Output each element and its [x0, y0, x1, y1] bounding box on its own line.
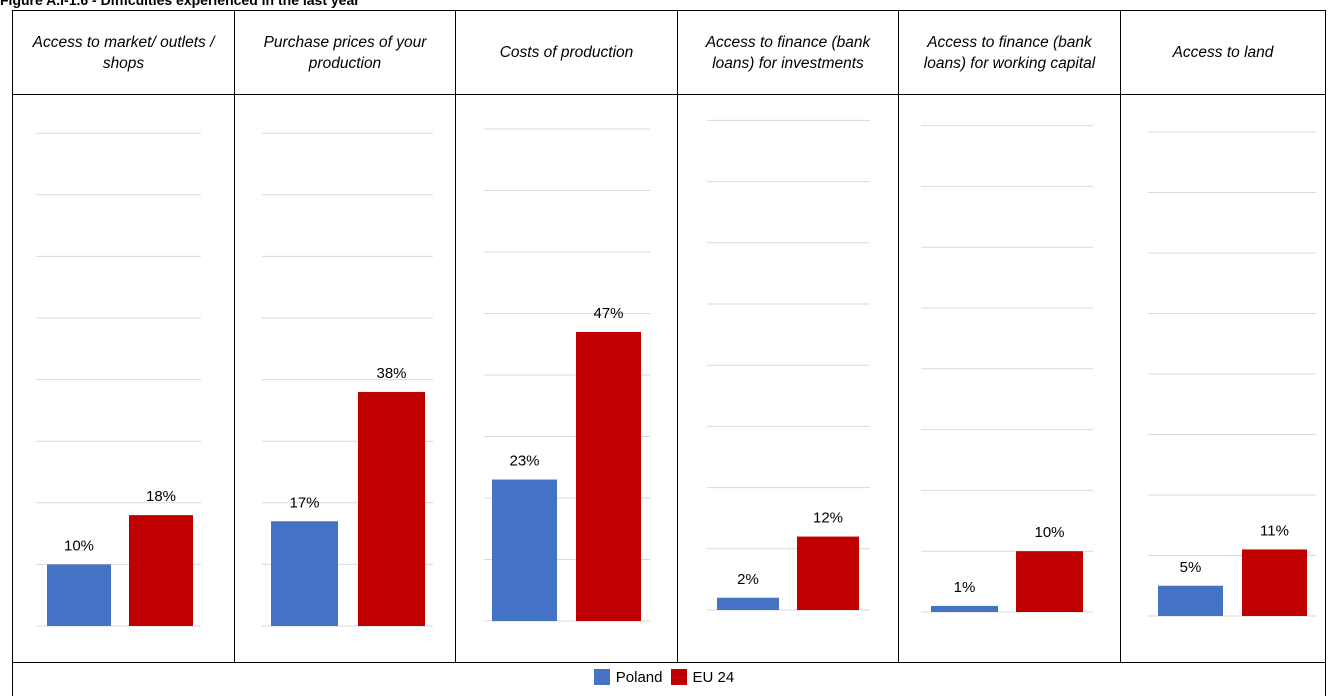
panel-header-finance-working-capital: Access to finance (bank loans) for worki… — [923, 33, 1096, 72]
data-label-poland: 2% — [737, 571, 759, 588]
data-label-poland: 5% — [1180, 559, 1202, 576]
legend-swatch-eu24 — [670, 669, 687, 685]
legend-swatch-poland — [593, 669, 610, 685]
panel-divider — [677, 10, 678, 662]
bar-eu24 — [797, 536, 859, 610]
legend-label-poland: Poland — [615, 668, 663, 686]
panel-header-finance-investments: Access to finance (bank loans) for inves… — [705, 33, 871, 72]
panel-divider — [898, 10, 899, 662]
bar-poland — [47, 564, 111, 626]
data-label-poland: 23% — [509, 453, 539, 470]
panel-divider — [234, 10, 235, 662]
panel-header-access-to-market: Access to market/ outlets / shops — [32, 33, 215, 72]
bar-eu24 — [1016, 551, 1083, 612]
bar-poland — [1158, 585, 1223, 616]
legend-divider — [12, 662, 1326, 663]
panel-header-purchase-prices: Purchase prices of your production — [263, 33, 427, 72]
legend-item-eu24: EU 24 — [670, 668, 735, 686]
bar-eu24 — [358, 391, 425, 626]
bar-eu24 — [129, 515, 193, 626]
legend-item-poland: Poland — [593, 668, 663, 686]
legend-label-eu24: EU 24 — [692, 668, 735, 686]
header-divider — [12, 94, 1326, 95]
panel-divider — [455, 10, 456, 662]
bar-eu24 — [576, 331, 641, 621]
data-label-eu24: 11% — [1260, 522, 1289, 539]
panel-header-costs-of-production: Costs of production — [499, 44, 634, 61]
bar-poland — [931, 605, 998, 612]
figure-title: Figure A.I-1.6 - Difficulties experience… — [0, 0, 360, 8]
data-label-poland: 1% — [954, 579, 976, 596]
chart-frame — [12, 10, 1326, 696]
data-label-eu24: 47% — [593, 305, 623, 322]
panel-header-access-to-land: Access to land — [1172, 44, 1274, 61]
data-label-eu24: 12% — [813, 510, 843, 527]
bar-poland — [271, 521, 338, 626]
data-label-eu24: 38% — [376, 365, 406, 382]
data-label-poland: 10% — [64, 537, 94, 554]
data-label-eu24: 18% — [146, 488, 176, 505]
legend: Poland EU 24 — [0, 667, 1328, 687]
bar-poland — [717, 597, 779, 610]
data-label-poland: 17% — [289, 494, 319, 511]
bar-eu24 — [1242, 549, 1307, 616]
data-label-eu24: 10% — [1034, 524, 1064, 541]
panel-divider — [1120, 10, 1121, 662]
bar-poland — [492, 479, 557, 621]
